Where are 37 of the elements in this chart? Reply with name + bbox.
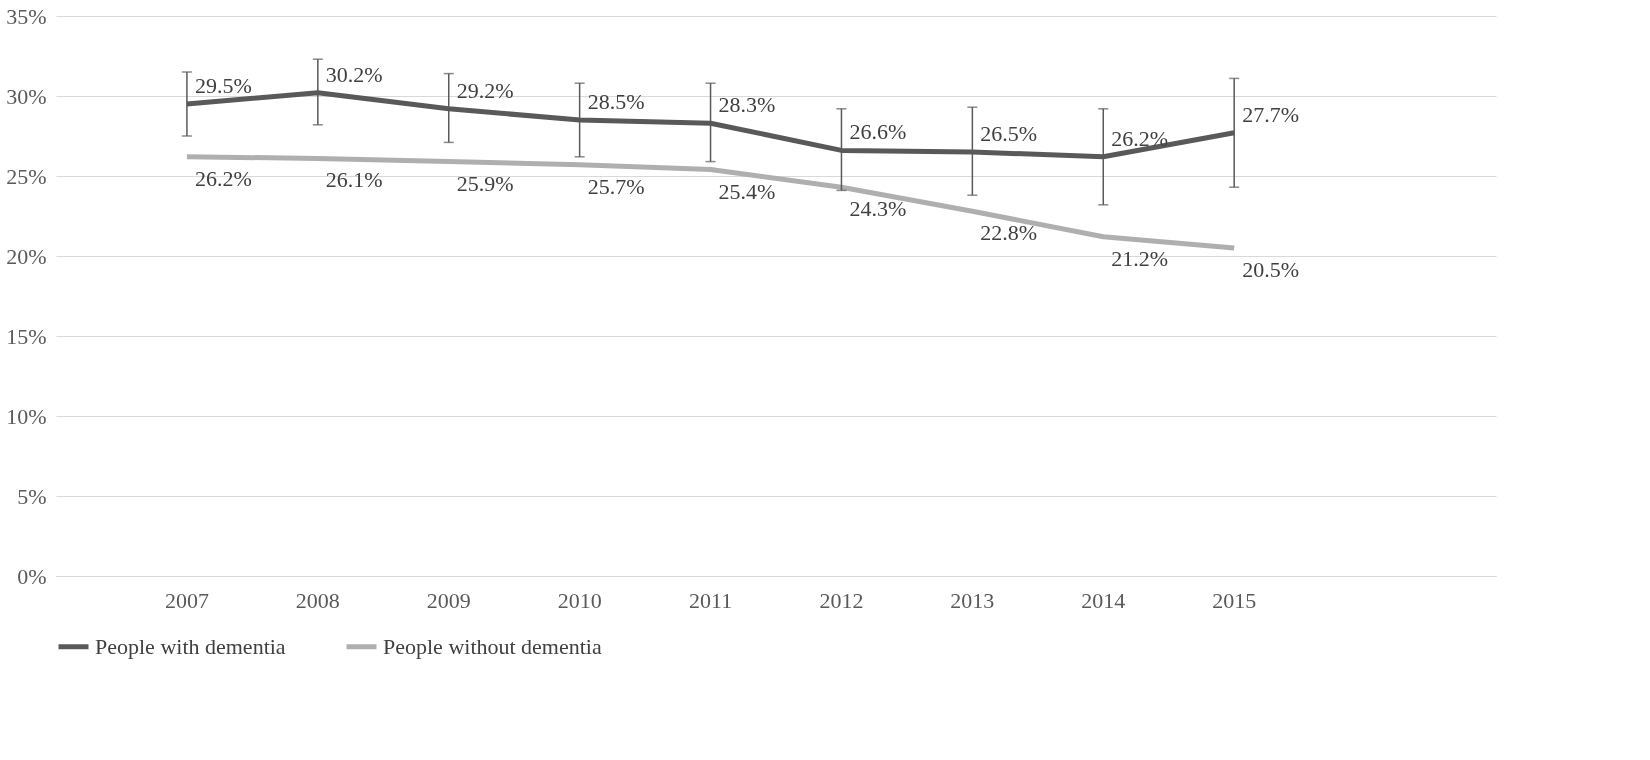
y-tick-label: 5% — [17, 483, 47, 509]
x-tick-label: 2007 — [164, 587, 209, 613]
y-tick-label: 10% — [6, 403, 47, 429]
x-tick-label: 2011 — [688, 587, 733, 613]
y-tick-label: 15% — [6, 323, 47, 349]
data-label: 26.6% — [849, 119, 907, 145]
data-label: 24.3% — [849, 196, 907, 222]
y-tick-label: 20% — [6, 243, 47, 269]
data-label: 27.7% — [1242, 101, 1300, 127]
y-tick-label: 35% — [6, 3, 47, 29]
x-tick-label: 2014 — [1081, 587, 1126, 613]
data-label: 28.5% — [587, 89, 645, 114]
x-tick-label: 2015 — [1212, 587, 1257, 613]
data-label: 26.1% — [325, 167, 383, 193]
x-tick-label: 2012 — [819, 587, 864, 613]
data-label: 28.3% — [718, 92, 776, 118]
y-tick-label: 30% — [6, 83, 47, 109]
x-tick-label: 2009 — [426, 587, 471, 613]
data-label: 22.8% — [980, 220, 1038, 246]
data-label: 29.2% — [456, 77, 514, 103]
x-tick-label: 2008 — [295, 587, 340, 613]
x-tick-label: 2013 — [950, 587, 995, 613]
data-label: 29.5% — [194, 73, 252, 98]
data-label: 20.5% — [1242, 257, 1300, 282]
data-label: 25.4% — [718, 178, 776, 204]
x-tick-label: 2010 — [557, 587, 602, 613]
data-label: 25.7% — [587, 173, 645, 199]
y-tick-label: 25% — [6, 163, 47, 189]
legend-label: People with dementia — [95, 633, 286, 659]
data-label: 26.2% — [1111, 125, 1169, 151]
data-label: 26.2% — [194, 165, 252, 191]
legend-label: People without dementia — [383, 633, 602, 659]
data-label: 25.9% — [456, 170, 514, 196]
data-label: 26.5% — [980, 121, 1038, 146]
data-label: 30.2% — [325, 61, 383, 87]
y-tick-label: 0% — [17, 563, 47, 589]
data-label: 21.2% — [1111, 245, 1169, 271]
